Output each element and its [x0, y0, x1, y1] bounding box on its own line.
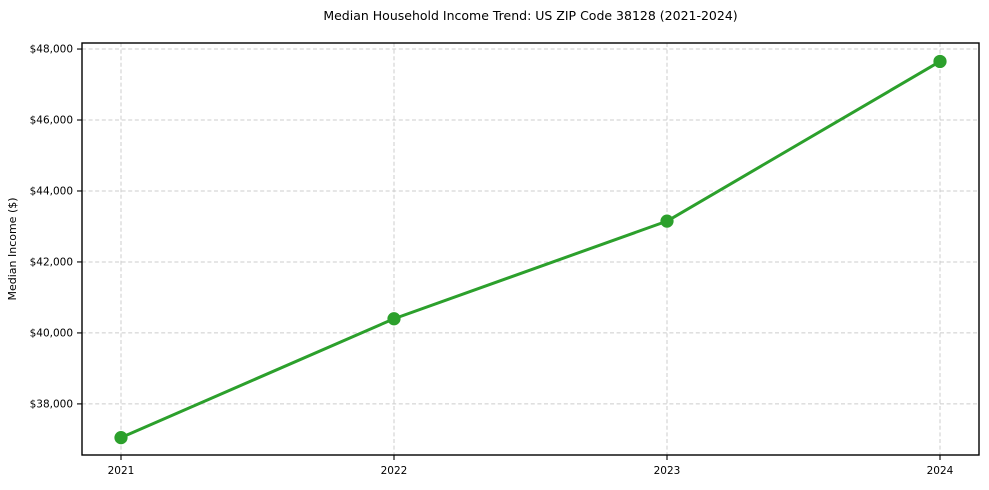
data-point: [387, 312, 401, 326]
chart-title: Median Household Income Trend: US ZIP Co…: [323, 8, 738, 23]
y-tick-label: $44,000: [30, 186, 73, 198]
data-point: [933, 54, 947, 69]
data-point: [114, 431, 128, 445]
plot-frame: [81, 42, 980, 456]
x-tick-label: 2022: [381, 465, 408, 477]
x-tick-label: 2021: [108, 465, 135, 477]
x-tick-label: 2023: [654, 465, 681, 477]
y-tick-label: $40,000: [30, 328, 73, 340]
y-tick-label: $38,000: [30, 399, 73, 411]
data-point: [660, 214, 674, 228]
series-line: [119, 59, 942, 440]
y-tick-label: $48,000: [30, 44, 73, 56]
y-tick-label: $42,000: [30, 257, 73, 269]
x-tick-label: 2024: [927, 465, 954, 477]
y-tick-label: $46,000: [30, 115, 73, 127]
